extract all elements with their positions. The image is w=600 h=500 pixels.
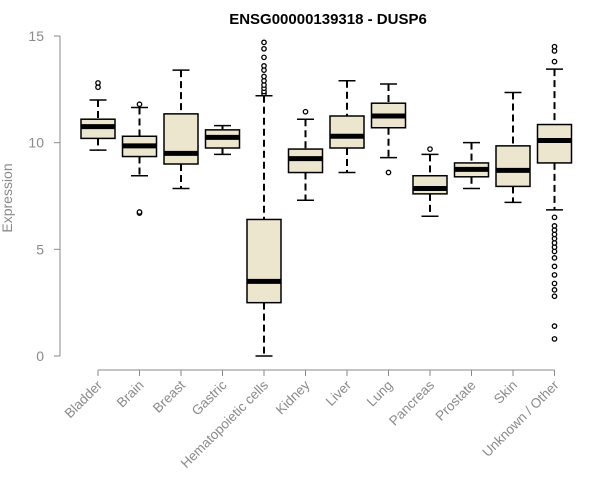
box-pancreas [412,146,448,218]
iqr-box [246,218,282,304]
outlier-point [551,223,558,229]
iqr-box [163,113,199,165]
outlier-point [551,280,558,287]
box-skin [495,91,531,204]
x-tick-label: Unknown / Other [479,377,562,460]
iqr-box [536,123,573,164]
y-tick-label: 10 [28,135,44,151]
chart-title: ENSG00000139318 - DUSP6 [229,11,427,28]
box-bladder [80,80,116,151]
x-tick-label: Pancreas [386,377,437,428]
outlier-point [261,39,267,46]
outlier-point [551,255,558,261]
x-tick-label: Skin [491,378,520,407]
box-brain [121,101,158,216]
box-hematopoietic-cells [246,39,282,357]
outlier-point [427,146,433,152]
outlier-point [136,209,143,215]
outlier-point [551,336,558,342]
x-tick-label: Prostate [432,378,478,424]
outlier-point [385,169,392,176]
box-gastric [204,124,241,156]
box-prostate [453,141,490,190]
outlier-point [551,287,558,293]
outlier-point [261,54,267,61]
y-tick-label: 0 [36,348,44,364]
x-tick-label: Bladder [62,377,106,421]
outlier-point [261,73,267,80]
iqr-box [412,174,448,195]
outlier-point [302,108,309,115]
x-tick-label: Liver [323,377,355,409]
outlier-point [261,63,267,69]
box-kidney [287,108,324,202]
outlier-point [551,272,558,278]
y-axis-label: Expression [0,163,15,232]
x-tick-label: Breast [150,377,188,415]
outlier-point [551,214,558,221]
outlier-point [551,293,558,300]
iqr-box [495,145,531,188]
box-liver [329,80,365,174]
outlier-point [551,323,558,329]
box-unknown-other [536,43,573,342]
x-tick-label: Lung [364,378,396,410]
outlier-point [261,45,267,52]
y-axis: 0 5 10 15 [28,28,61,364]
y-tick-label: 5 [36,241,44,257]
outlier-point [551,43,558,50]
iqr-box [329,115,365,149]
outlier-point [551,263,558,270]
box-breast [163,69,199,190]
box-series [80,39,573,357]
outlier-point [95,80,101,86]
x-tick-label: Kidney [273,377,313,417]
x-tick-label: Brain [114,378,147,411]
box-lung [370,83,407,176]
y-tick-label: 15 [28,28,44,44]
outlier-point [136,101,143,108]
x-tick-label: Gastric [189,377,230,418]
outlier-point [551,58,558,65]
